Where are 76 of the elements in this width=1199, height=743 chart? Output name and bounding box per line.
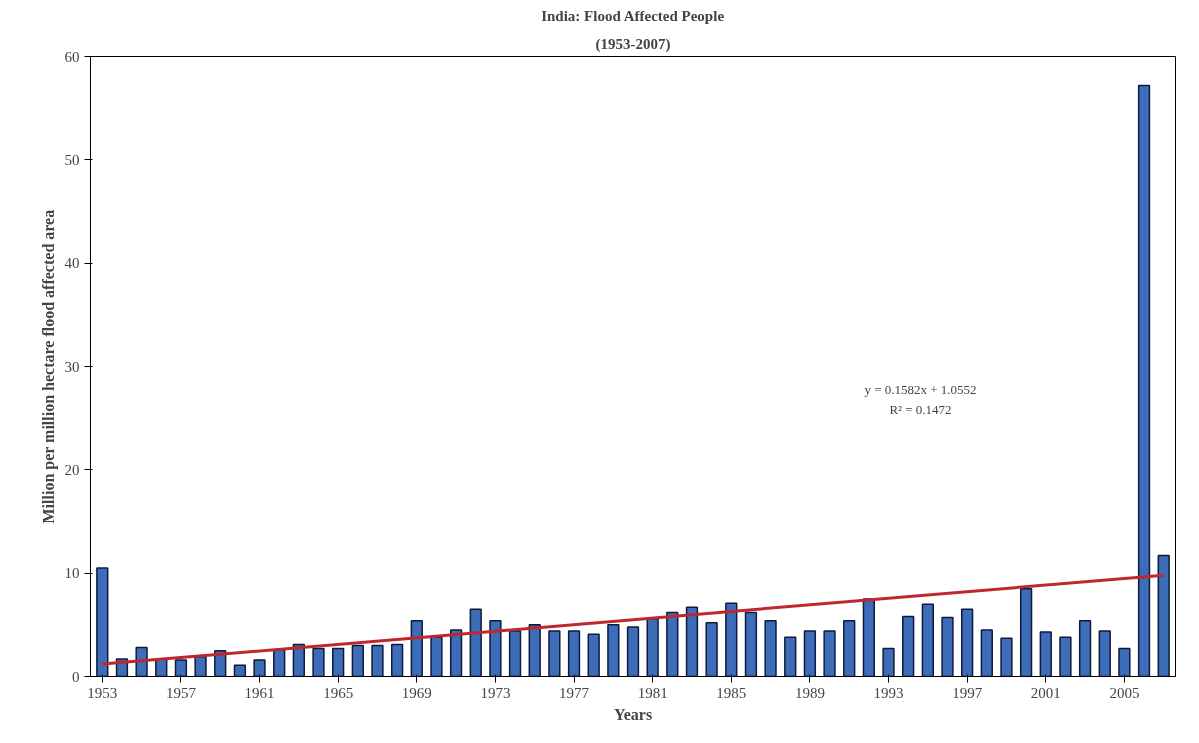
bar: [843, 619, 856, 677]
x-tick-label: 1957: [165, 684, 197, 701]
bar: [351, 644, 364, 677]
chart-title: India: Flood Affected People: [541, 7, 725, 24]
bar: [960, 608, 974, 677]
y-tick-label: 20: [64, 461, 80, 478]
x-tick-label: 1997: [952, 684, 983, 701]
x-tick-label: 1969: [401, 684, 432, 701]
bar: [941, 616, 954, 677]
bar: [548, 630, 561, 677]
bar: [469, 608, 482, 677]
bar: [607, 624, 620, 677]
bar: [1078, 619, 1092, 677]
chart-subtitle: (1953-2007): [595, 35, 671, 53]
bar: [253, 659, 266, 677]
bar: [725, 602, 738, 677]
bar: [430, 636, 443, 677]
bar: [528, 624, 541, 677]
bar: [449, 629, 463, 677]
bar: [312, 647, 325, 677]
bar: [823, 630, 836, 677]
bar: [646, 617, 659, 677]
y-axis-title: Million per million hectare flood affected area: [39, 209, 58, 524]
bar: [705, 622, 718, 677]
bar: [1098, 630, 1111, 677]
bar: [1039, 631, 1052, 677]
y-tick-label: 30: [64, 358, 80, 375]
bar: [921, 603, 934, 677]
y-tick-label: 0: [72, 668, 80, 685]
bar: [685, 606, 699, 677]
x-tick-label: 1977: [559, 684, 590, 701]
x-tick-label: 1973: [480, 684, 511, 701]
annotation: R² = 0.1472: [889, 401, 952, 417]
bar: [371, 644, 384, 677]
bar: [882, 647, 895, 677]
bar: [96, 567, 109, 677]
x-tick-label: 2001: [1030, 684, 1061, 701]
bar: [980, 629, 993, 677]
bar: [508, 630, 522, 677]
bar: [1118, 647, 1131, 677]
annotation: y = 0.1582x + 1.0552: [864, 381, 977, 397]
bar: [902, 615, 915, 677]
x-tick-label: 1953: [87, 684, 118, 701]
bar: [784, 636, 797, 677]
x-tick-label: 1989: [794, 684, 825, 701]
bar: [666, 611, 679, 677]
x-tick-label: 1985: [716, 684, 747, 701]
bar: [1000, 637, 1013, 677]
x-tick-label: 1993: [873, 684, 904, 701]
bar: [626, 626, 640, 677]
bar: [862, 598, 876, 677]
y-tick-label: 50: [64, 151, 80, 168]
bar: [1137, 84, 1151, 677]
bar: [764, 619, 777, 677]
bar: [174, 659, 188, 677]
bar: [803, 630, 817, 677]
bar: [194, 656, 207, 677]
y-tick-label: 40: [64, 255, 80, 272]
bar: [489, 619, 502, 677]
x-tick-label: 1961: [244, 684, 275, 701]
x-tick-label: 2005: [1109, 684, 1140, 701]
x-tick-label: 1965: [323, 684, 354, 701]
bar: [233, 664, 247, 677]
bar: [390, 643, 404, 677]
bar: [744, 611, 758, 677]
bar: [587, 633, 600, 677]
y-tick-label: 60: [64, 48, 80, 65]
bar: [567, 630, 581, 677]
bar: [1019, 587, 1033, 677]
y-tick-label: 10: [64, 565, 80, 582]
bar: [1059, 636, 1072, 677]
bar: [332, 647, 345, 677]
x-axis-title: Years: [613, 705, 653, 723]
x-tick-label: 1981: [637, 684, 668, 701]
bar: [410, 619, 423, 677]
bar: [1157, 554, 1170, 677]
